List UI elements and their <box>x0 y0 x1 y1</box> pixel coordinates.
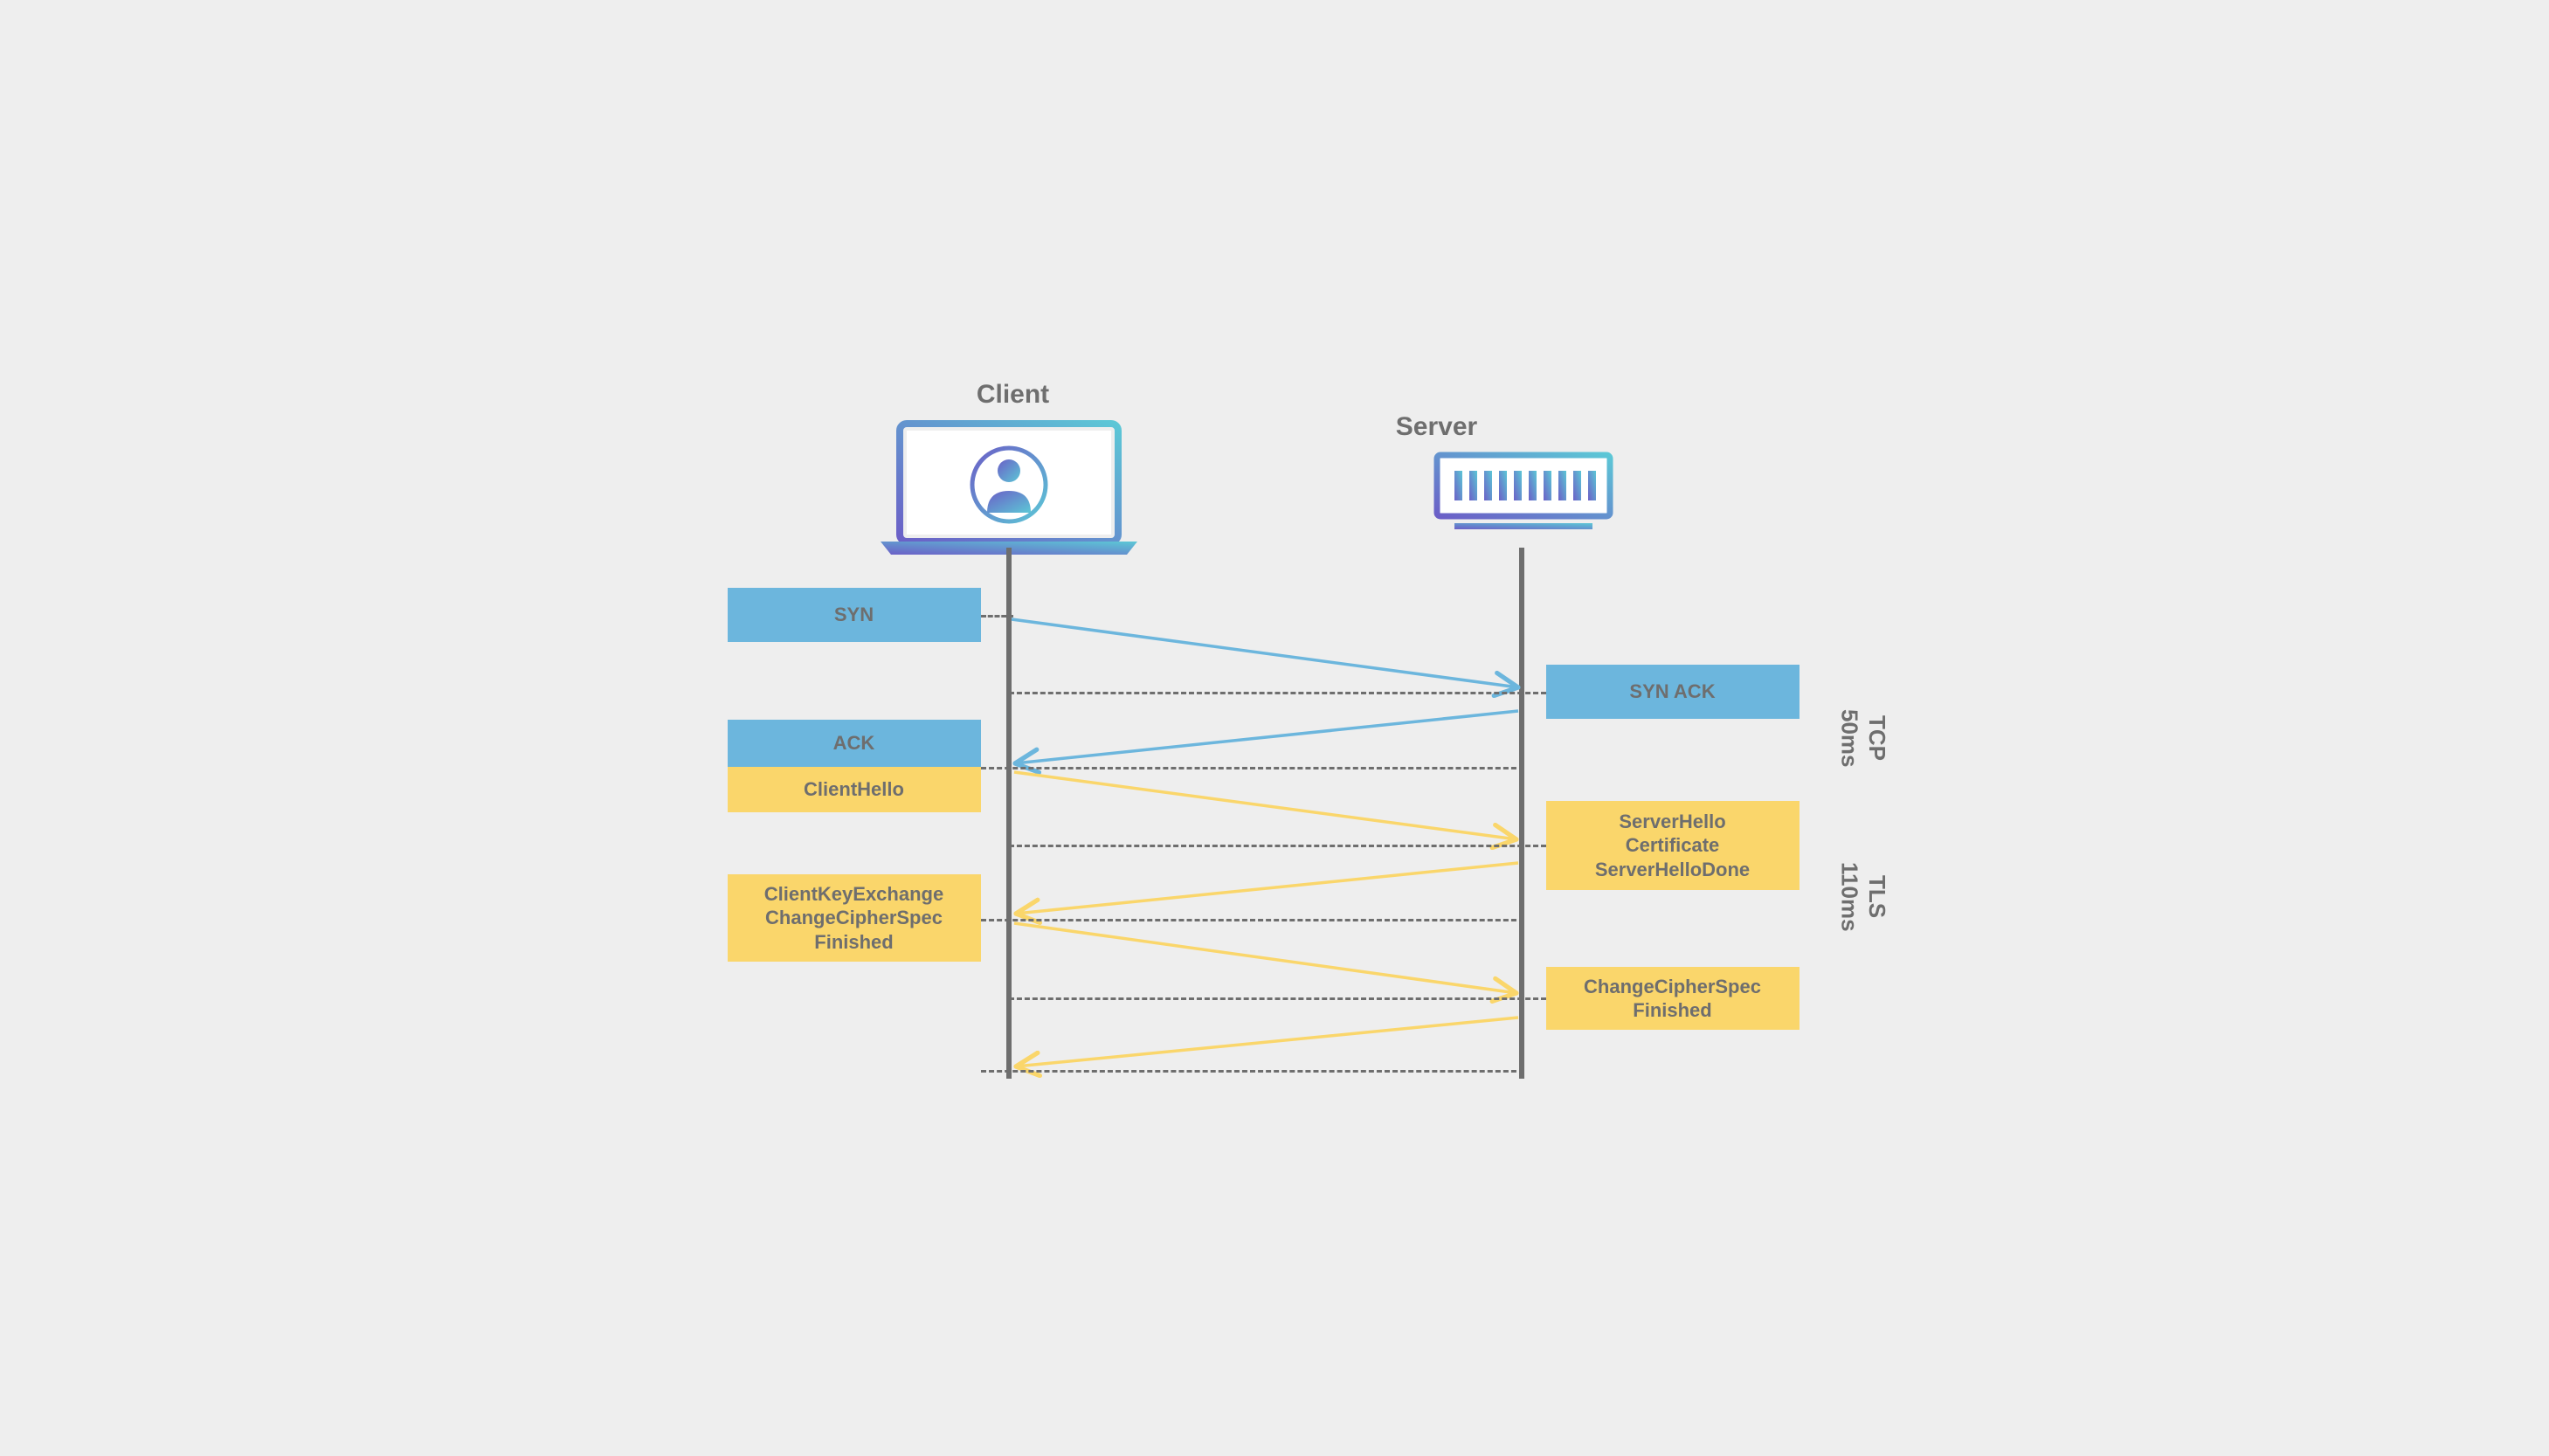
msg-scs-line: Finished <box>1633 998 1711 1023</box>
tls-timing-line2: 110ms <box>1837 862 1863 932</box>
msg-ckx-line: ClientKeyExchange <box>764 882 943 907</box>
msg-shello-line: Certificate <box>1626 833 1720 858</box>
arrow-tls <box>1014 772 1516 839</box>
arrow-tcp <box>1012 619 1518 687</box>
msg-ack: ACK <box>728 720 981 767</box>
msg-ack-line: ACK <box>833 731 875 756</box>
arrow-tls <box>1014 923 1516 993</box>
tcp-timing-label: TCP 50ms <box>1836 709 1890 768</box>
sequence-diagram: Client Server <box>638 364 1912 1092</box>
tls-timing-label: TLS 110ms <box>1836 862 1890 932</box>
guide-dash <box>981 615 1013 618</box>
msg-syn: SYN <box>728 588 981 642</box>
guide-dash <box>981 1070 1524 1073</box>
guide-dash <box>1009 692 1546 694</box>
msg-ckx-line: Finished <box>814 930 893 955</box>
msg-scs: ChangeCipherSpecFinished <box>1546 967 1799 1030</box>
msg-ckx-line: ChangeCipherSpec <box>765 906 943 930</box>
guide-dash <box>1009 997 1546 1000</box>
guide-dash <box>1009 845 1546 847</box>
msg-shello-line: ServerHelloDone <box>1595 858 1750 882</box>
tcp-timing-line1: TCP <box>1864 715 1890 761</box>
server-title: Server <box>1385 412 1489 442</box>
arrow-tls <box>1016 1018 1518 1066</box>
msg-ckx: ClientKeyExchangeChangeCipherSpecFinishe… <box>728 874 981 962</box>
msg-synack-line: SYN ACK <box>1629 680 1715 704</box>
msg-syn-line: SYN <box>834 603 874 627</box>
msg-shello: ServerHelloCertificateServerHelloDone <box>1546 801 1799 890</box>
arrow-tls <box>1016 863 1518 914</box>
guide-dash <box>981 767 1524 769</box>
tls-timing-line1: TLS <box>1864 875 1890 918</box>
msg-synack: SYN ACK <box>1546 665 1799 719</box>
guide-dash <box>981 919 1524 921</box>
msg-chello: ClientHello <box>728 767 981 812</box>
msg-scs-line: ChangeCipherSpec <box>1584 975 1761 999</box>
msg-shello-line: ServerHello <box>1619 810 1725 834</box>
tcp-timing-line2: 50ms <box>1837 709 1863 768</box>
client-title: Client <box>961 380 1066 410</box>
msg-chello-line: ClientHello <box>804 777 904 802</box>
arrow-tcp <box>1015 711 1518 763</box>
